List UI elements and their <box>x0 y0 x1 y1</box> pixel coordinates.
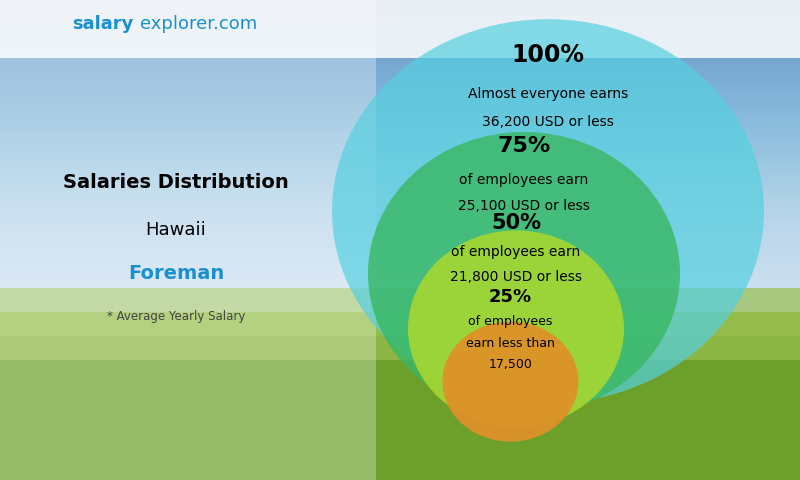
Text: 100%: 100% <box>511 43 585 67</box>
Bar <box>0 298 800 480</box>
Text: 50%: 50% <box>491 213 541 233</box>
Ellipse shape <box>332 19 764 403</box>
Text: Hawaii: Hawaii <box>146 221 206 240</box>
Text: Foreman: Foreman <box>128 264 224 283</box>
Text: of employees earn: of employees earn <box>459 173 589 187</box>
Text: of employees earn: of employees earn <box>451 245 581 259</box>
Text: 36,200 USD or less: 36,200 USD or less <box>482 115 614 130</box>
Text: 17,500: 17,500 <box>489 358 532 372</box>
Bar <box>0 288 800 360</box>
Text: 25,100 USD or less: 25,100 USD or less <box>458 199 590 214</box>
Text: explorer.com: explorer.com <box>140 15 258 33</box>
Text: 75%: 75% <box>498 136 550 156</box>
Text: Almost everyone earns: Almost everyone earns <box>468 86 628 101</box>
Text: Salaries Distribution: Salaries Distribution <box>63 173 289 192</box>
Ellipse shape <box>408 230 624 427</box>
Text: * Average Yearly Salary: * Average Yearly Salary <box>107 310 245 324</box>
Text: 21,800 USD or less: 21,800 USD or less <box>450 270 582 285</box>
Ellipse shape <box>368 132 680 415</box>
Text: salary: salary <box>72 15 134 33</box>
Bar <box>0 336 800 480</box>
Ellipse shape <box>442 322 578 442</box>
Text: 25%: 25% <box>489 288 532 306</box>
Text: earn less than: earn less than <box>466 336 555 350</box>
Text: of employees: of employees <box>468 315 553 328</box>
Bar <box>0 0 800 312</box>
Bar <box>0 0 376 480</box>
Bar <box>0 0 800 58</box>
